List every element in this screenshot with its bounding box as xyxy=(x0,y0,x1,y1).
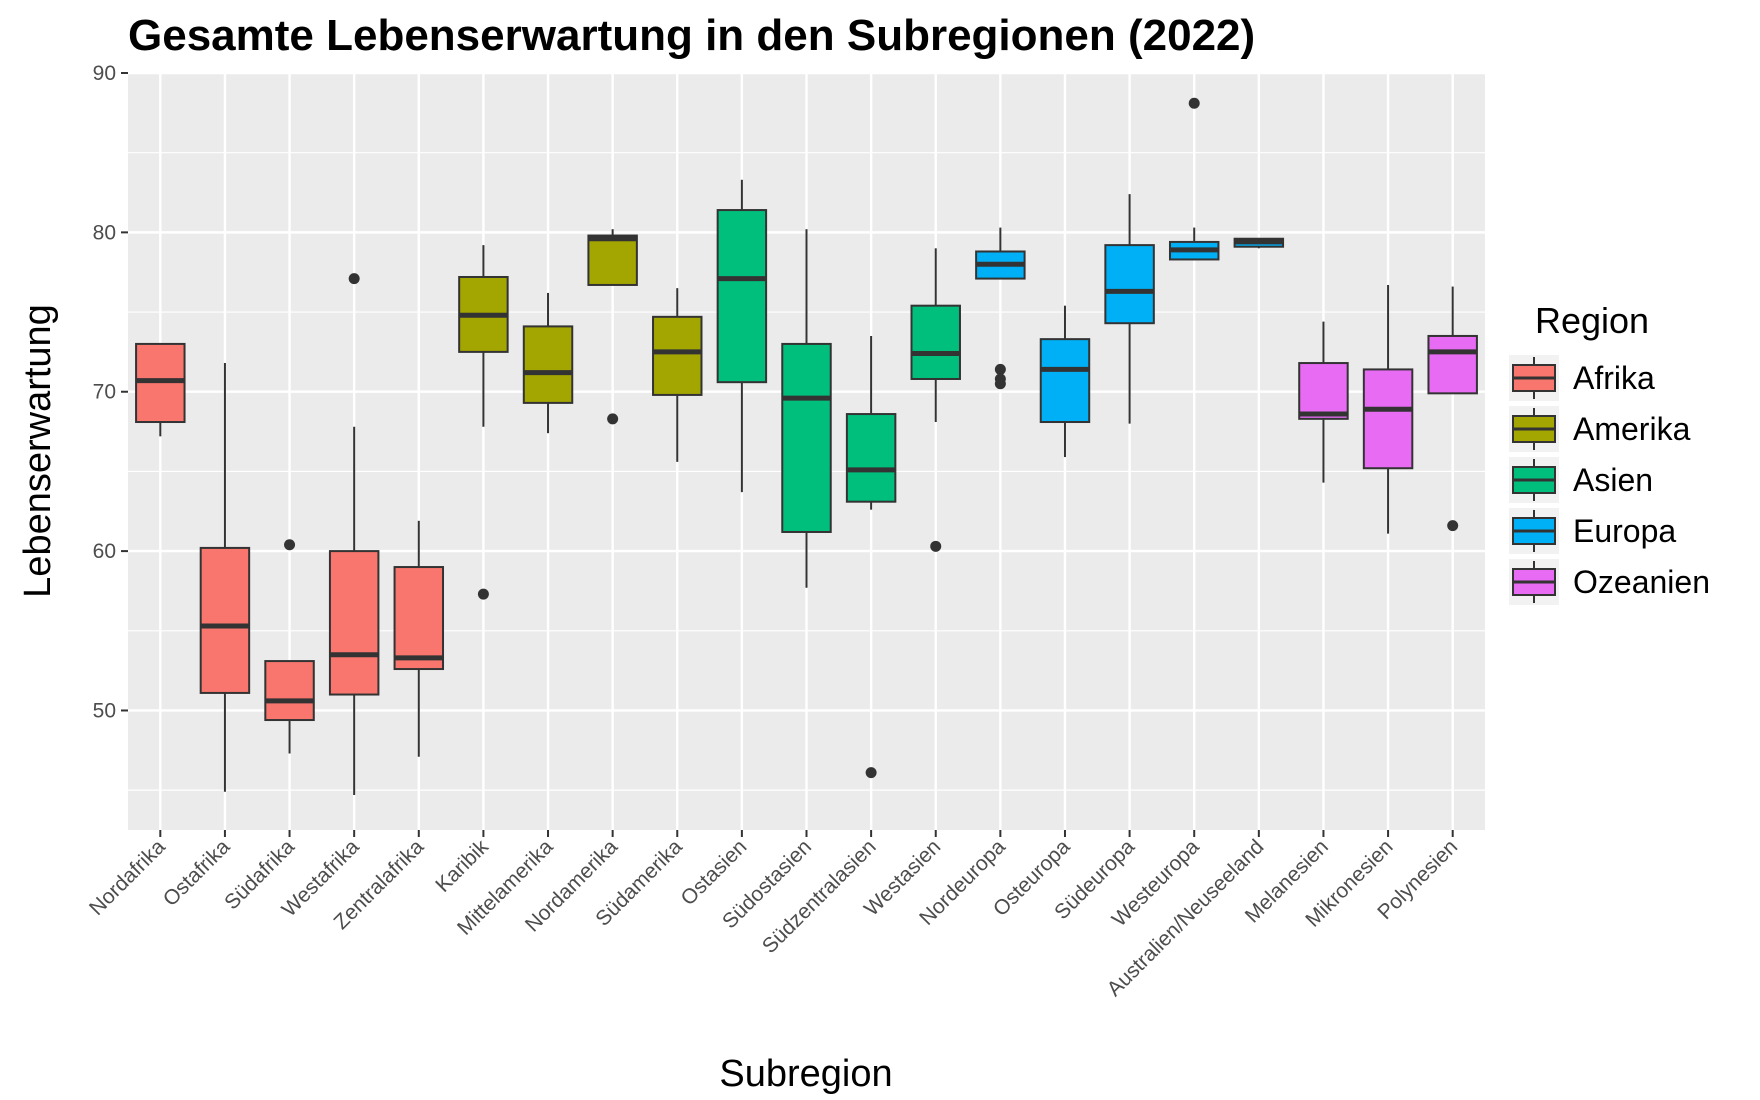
box-iqr xyxy=(652,315,703,396)
outlier-point xyxy=(930,540,942,552)
box-Nordafrika xyxy=(135,342,186,437)
outlier-point xyxy=(994,363,1006,375)
legend-item-Asien: Asien xyxy=(1509,457,1653,503)
box-Karibik xyxy=(458,245,509,600)
box-Polynesien xyxy=(1427,286,1478,532)
box-Nordamerika xyxy=(587,229,638,425)
x-tick-label: Nordafrika xyxy=(85,835,170,920)
box-Osteuropa xyxy=(1039,305,1091,458)
outlier-point xyxy=(1447,520,1459,532)
outlier-point xyxy=(865,767,877,779)
box-Ostafrika xyxy=(199,363,251,792)
box-iqr xyxy=(781,342,832,533)
x-axis: NordafrikaOstafrikaSüdafrikaWestafrikaZe… xyxy=(85,830,1462,1001)
box-iqr xyxy=(1039,338,1091,424)
legend: Region Afrika Amerika Asien Europa Ozeanien xyxy=(1509,300,1710,605)
x-axis-title: Subregion xyxy=(719,1053,892,1095)
box-iqr xyxy=(199,546,251,694)
outlier-point xyxy=(1188,97,1200,109)
y-tick-label: 50 xyxy=(93,699,116,722)
box-Mittelamerika xyxy=(522,292,574,434)
box-iqr xyxy=(1362,368,1414,470)
legend-item-Amerika: Amerika xyxy=(1509,406,1691,452)
x-tick-label: Südzentralasien xyxy=(758,835,881,958)
box-iqr xyxy=(1427,334,1478,395)
y-axis: 50 60 70 80 90 xyxy=(93,62,128,722)
box-Südamerika xyxy=(652,288,703,462)
legend-label: Afrika xyxy=(1573,360,1655,396)
outlier-point xyxy=(348,273,360,285)
y-tick-label: 60 xyxy=(93,540,116,563)
box-Südostasien xyxy=(781,229,832,588)
y-tick-label: 80 xyxy=(93,221,116,244)
box-Südzentralasien xyxy=(845,335,897,779)
box-iqr xyxy=(910,304,961,380)
outlier-point xyxy=(607,413,619,425)
box-Nordeuropa xyxy=(975,227,1026,390)
y-tick-label: 70 xyxy=(93,381,116,404)
box-iqr xyxy=(522,325,574,404)
box-iqr xyxy=(587,234,638,286)
x-tick-label: Karibik xyxy=(431,835,493,897)
legend-item-Afrika: Afrika xyxy=(1509,355,1655,401)
legend-item-Ozeanien: Ozeanien xyxy=(1509,559,1710,605)
box-iqr xyxy=(845,413,897,503)
chart-title: Gesamte Lebenserwartung in den Subregion… xyxy=(128,11,1255,60)
box-iqr xyxy=(1104,244,1155,325)
box-iqr xyxy=(1298,362,1349,420)
box-Westafrika xyxy=(328,273,380,795)
y-tick-label: 90 xyxy=(93,62,116,85)
box-iqr xyxy=(716,209,768,384)
legend-label: Europa xyxy=(1573,513,1676,549)
box-iqr xyxy=(264,660,315,722)
box-Mikronesien xyxy=(1362,284,1414,534)
outlier-point xyxy=(284,539,296,551)
outlier-point xyxy=(994,378,1006,390)
legend-label: Asien xyxy=(1573,462,1653,498)
legend-label: Amerika xyxy=(1573,411,1691,447)
legend-label: Ozeanien xyxy=(1573,564,1710,600)
box-Westasien xyxy=(910,248,961,552)
box-iqr xyxy=(328,550,380,696)
legend-title: Region xyxy=(1535,300,1649,341)
outlier-point xyxy=(477,588,489,600)
y-axis-title: Lebenserwartung xyxy=(17,304,59,598)
box-Westeuropa xyxy=(1168,97,1220,261)
box-Zentralafrika xyxy=(393,520,445,757)
boxes-layer xyxy=(135,97,1478,795)
legend-item-Europa: Europa xyxy=(1509,508,1676,554)
box-Ostasien xyxy=(716,179,768,493)
box-Südeuropa xyxy=(1104,194,1155,424)
box-iqr xyxy=(393,566,445,671)
box-Südafrika xyxy=(264,539,315,754)
box-Melanesien xyxy=(1298,321,1349,483)
box-Australien/Neuseeland xyxy=(1233,237,1285,249)
